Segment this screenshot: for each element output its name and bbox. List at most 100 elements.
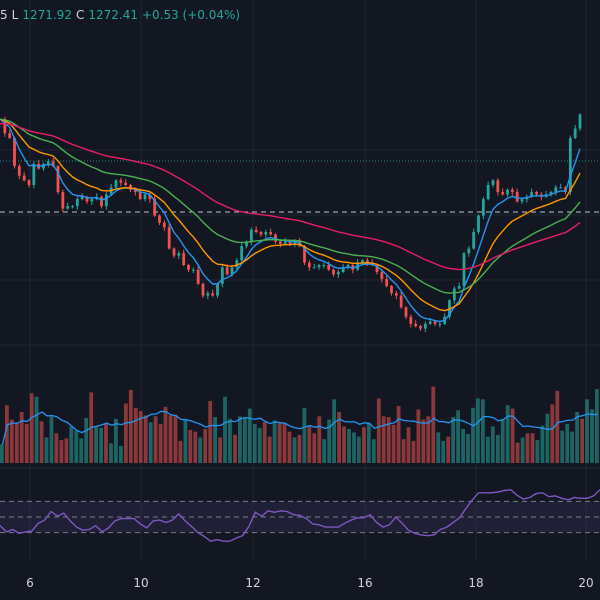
volume-bar-79 <box>391 424 396 464</box>
x-tick-18: 18 <box>468 576 484 590</box>
candle-body-37 <box>177 253 181 256</box>
volume-bar-103 <box>510 408 515 463</box>
candle-body-80 <box>385 279 389 287</box>
volume-bar-87 <box>431 386 436 463</box>
volume-bar-85 <box>421 419 426 463</box>
volume-bar-37 <box>183 418 188 463</box>
candle-body-86 <box>414 323 418 327</box>
candle-body-28 <box>133 189 137 193</box>
volume-bar-93 <box>461 429 465 463</box>
volume-bar-24 <box>119 446 123 463</box>
candle-body-39 <box>187 265 190 270</box>
volume-bar-19 <box>94 426 98 463</box>
candle-body-40 <box>191 269 195 271</box>
volume-bar-44 <box>218 437 222 463</box>
low-value: 1271.92 <box>22 8 72 22</box>
candle-body-5 <box>22 175 26 181</box>
candle-body-18 <box>85 196 89 202</box>
volume-bar-107 <box>530 433 535 463</box>
candle-body-114 <box>549 192 553 195</box>
candle-body-78 <box>375 265 379 273</box>
candle-body-82 <box>394 293 398 296</box>
volume-bar-91 <box>451 417 455 463</box>
candle-body-67 <box>322 265 326 266</box>
candle-body-100 <box>481 199 485 216</box>
candle-body-101 <box>486 185 490 200</box>
volume-bar-10 <box>49 416 54 464</box>
candle-body-31 <box>148 194 152 200</box>
candle-body-104 <box>501 192 505 195</box>
candle-body-14 <box>66 206 70 209</box>
volume-bar-15 <box>74 430 79 463</box>
candle-body-72 <box>346 265 350 268</box>
volume-bar-27 <box>133 407 138 464</box>
volume-bar-112 <box>555 390 560 464</box>
volume-bar-46 <box>228 418 232 463</box>
candle-body-75 <box>361 260 364 263</box>
volume-bar-1 <box>5 405 9 463</box>
close-value: 1272.41 <box>88 8 138 22</box>
candle-body-46 <box>220 267 224 284</box>
volume-bar-12 <box>59 440 64 464</box>
candle-body-3 <box>13 137 16 167</box>
candle-body-42 <box>201 283 205 296</box>
volume-bar-2 <box>9 419 14 463</box>
rsi-line <box>0 488 600 542</box>
volume-bar-57 <box>282 423 287 463</box>
volume-bar-39 <box>193 431 198 463</box>
candle-body-54 <box>259 232 263 235</box>
candle-body-119 <box>573 128 577 138</box>
ohlc-header: 5 L 1271.92 C 1272.41 +0.53 (+0.04%) <box>0 8 240 22</box>
candle-body-85 <box>409 316 413 324</box>
candle-body-110 <box>530 192 534 197</box>
candle-body-56 <box>269 232 273 235</box>
candle-body-111 <box>535 192 538 195</box>
volume-bar-101 <box>500 419 505 463</box>
candle-body-53 <box>254 229 258 233</box>
candle-body-19 <box>90 199 94 202</box>
candle-body-63 <box>303 246 306 263</box>
candle-body-60 <box>288 241 292 244</box>
ma-long-line <box>0 122 581 271</box>
candle-body-115 <box>554 187 558 193</box>
volume-bar-13 <box>64 438 69 463</box>
low-label: L <box>11 8 19 22</box>
candle-body-70 <box>336 272 340 275</box>
volume-bar-45 <box>223 396 227 463</box>
volume-bar-114 <box>565 423 570 463</box>
volume-bar-20 <box>99 428 103 463</box>
volume-bar-81 <box>401 439 406 463</box>
volume-bar-25 <box>124 403 128 463</box>
volume-bar-49 <box>243 417 247 463</box>
volume-bar-71 <box>352 432 356 463</box>
x-tick-16: 16 <box>357 576 373 590</box>
volume-bar-94 <box>466 434 470 463</box>
volume-bar-95 <box>471 407 475 464</box>
candle-body-89 <box>428 321 432 324</box>
volume-bar-26 <box>128 389 133 463</box>
cut-value: 5 <box>0 8 8 22</box>
candle-body-22 <box>104 194 108 207</box>
volume-bar-3 <box>14 423 19 463</box>
volume-bar-65 <box>322 439 327 463</box>
candle-body-13 <box>61 192 65 209</box>
volume-bar-83 <box>411 440 416 463</box>
volume-bar-22 <box>109 443 113 463</box>
volume-bar-76 <box>376 398 381 463</box>
volume-bar-28 <box>138 411 143 463</box>
candle-body-34 <box>162 222 166 228</box>
candle-body-29 <box>138 192 142 200</box>
candle-body-59 <box>283 241 287 244</box>
volume-bar-78 <box>386 417 391 463</box>
volume-bar-74 <box>366 423 371 463</box>
volume-bar-52 <box>257 428 262 463</box>
candle-body-32 <box>153 199 157 216</box>
candle-body-91 <box>438 323 442 325</box>
volume-bar-67 <box>332 399 336 464</box>
volume-bar-55 <box>272 420 277 463</box>
candle-body-6 <box>27 180 31 185</box>
candle-body-33 <box>158 215 161 223</box>
candlesticks <box>3 113 582 333</box>
x-tick-20: 20 <box>578 576 594 590</box>
